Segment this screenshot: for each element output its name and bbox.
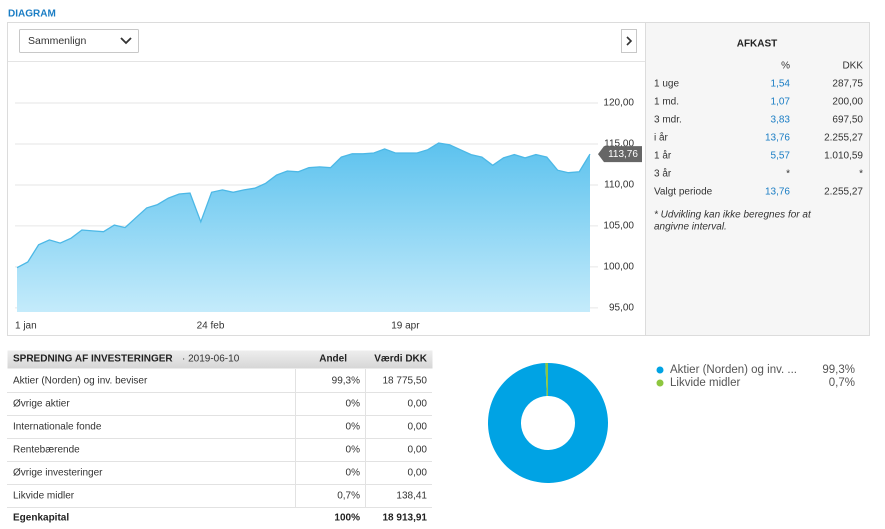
returns-percent: 13,76: [765, 187, 790, 198]
table-column: Andel: [319, 354, 347, 365]
compare-dropdown[interactable]: Sammenlign: [19, 29, 139, 53]
asset-name: Rentebærende: [13, 445, 80, 456]
dropdown-box[interactable]: [19, 29, 139, 53]
returns-period: 1 uge: [654, 79, 679, 90]
x-tick-label: 1 jan: [15, 321, 37, 332]
returns-amount: 2.255,27: [824, 133, 863, 144]
returns-panel: [645, 22, 870, 336]
asset-value: 0,00: [408, 399, 428, 410]
total-label: Egenkapital: [13, 513, 69, 524]
legend-marker: [656, 379, 664, 387]
legend-label: Likvide midler: [670, 377, 740, 389]
returns-amount: 2.255,27: [824, 187, 863, 198]
asset-share: 0%: [346, 422, 361, 433]
y-tick-label: 120,00: [603, 98, 634, 109]
returns-period: i år: [654, 132, 669, 144]
asset-name: Øvrige investeringer: [13, 468, 103, 479]
legend-label: Aktier (Norden) og inv. ...: [670, 364, 797, 376]
total-share: 100%: [334, 513, 360, 524]
legend-value: 99,3%: [822, 364, 855, 376]
dropdown-label[interactable]: Sammenlign: [28, 35, 87, 47]
chevron-icon[interactable]: [120, 37, 132, 45]
donut-slice: [545, 363, 548, 397]
returns-amount: 697,50: [832, 115, 863, 126]
value-label: 113,76: [608, 149, 638, 160]
x-tick-label: 19 apr: [391, 321, 420, 332]
y-tick-label: 95,00: [609, 303, 634, 314]
asset-share: 0%: [346, 399, 361, 410]
returns-footnote: * Udvikling kan ikke beregnes for at: [654, 210, 812, 221]
table-header-bg: [7, 350, 433, 369]
asset-name: Aktier (Norden) og inv. beviser: [13, 376, 148, 387]
asset-share: 0%: [346, 468, 361, 479]
donut-slice: [488, 363, 609, 483]
asset-value: 0,00: [408, 468, 428, 479]
y-tick-label: 115,00: [604, 139, 634, 150]
legend-marker: [656, 366, 664, 374]
asset-value: 0,00: [408, 445, 428, 456]
returns-percent: 13,76: [765, 133, 790, 144]
line: [16, 142, 591, 269]
returns-percent: 5,57: [771, 151, 791, 162]
returns-amount: 1.010,59: [824, 151, 863, 162]
returns-percent: 1,54: [771, 79, 791, 90]
returns-column: DKK: [842, 61, 863, 72]
returns-percent: 3,83: [771, 115, 791, 126]
returns-period: 3 mdr.: [654, 115, 682, 126]
y-tick-label: 100,00: [603, 262, 634, 273]
asset-share: 0%: [346, 445, 361, 456]
table-column: Værdi DKK: [374, 354, 428, 365]
button-box[interactable]: [621, 29, 637, 53]
returns-period: Valgt periode: [654, 187, 713, 198]
asset-name: Likvide midler: [13, 491, 75, 502]
returns-period: 1 år: [654, 150, 672, 162]
returns-amount: 287,75: [832, 79, 863, 90]
value-label-bg: [598, 146, 642, 163]
arrow-icon[interactable]: [626, 36, 633, 46]
x-tick-label: 24 feb: [197, 321, 225, 332]
returns-footnote: angivne interval.: [654, 222, 727, 233]
returns-column: %: [781, 61, 790, 72]
y-tick-label: 110,00: [604, 180, 634, 191]
asset-share: 99,3%: [332, 376, 360, 387]
asset-value: 138,41: [396, 491, 427, 502]
returns-amount: *: [859, 169, 863, 180]
returns-percent: 1,07: [771, 97, 791, 108]
area: [17, 143, 590, 312]
returns-title: AFKAST: [737, 39, 778, 50]
returns-period: 1 md.: [654, 97, 679, 108]
returns-amount: 200,00: [832, 97, 863, 108]
asset-name: Internationale fonde: [13, 422, 102, 433]
y-tick-label: 105,00: [603, 221, 634, 232]
asset-value: 18 775,50: [383, 376, 428, 387]
asset-name: Øvrige aktier: [13, 399, 70, 410]
asset-share: 0,7%: [337, 491, 360, 502]
table-title: SPREDNING AF INVESTERINGER: [13, 354, 173, 365]
returns-period: 3 år: [654, 168, 672, 180]
total-value: 18 913,91: [383, 513, 428, 524]
asset-value: 0,00: [408, 422, 428, 433]
table-date: · 2019-06-10: [182, 354, 240, 365]
next-button[interactable]: [621, 29, 637, 53]
returns-percent: *: [786, 169, 790, 180]
legend-value: 0,7%: [829, 377, 855, 389]
section-title: DIAGRAM: [8, 9, 56, 20]
